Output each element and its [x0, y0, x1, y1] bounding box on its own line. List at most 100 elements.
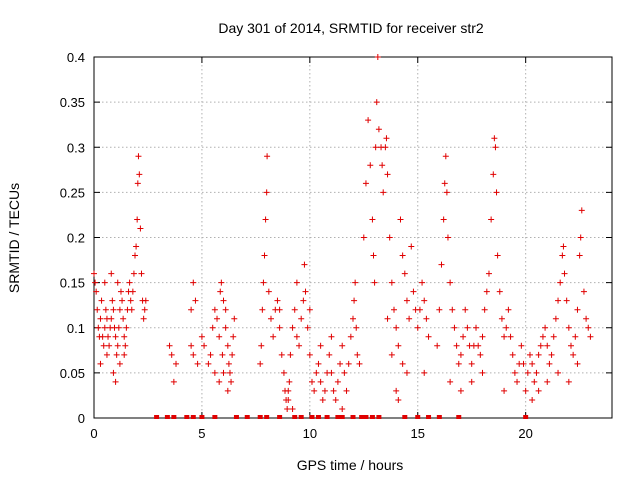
data-point — [94, 306, 101, 313]
data-point — [141, 306, 148, 313]
y-tick-label: 0.15 — [60, 276, 85, 291]
data-point — [369, 216, 376, 223]
data-point — [341, 369, 348, 376]
data-point — [127, 297, 134, 304]
data-point — [126, 279, 133, 286]
data-point — [511, 369, 518, 376]
data-point — [544, 378, 551, 385]
y-tick-label: 0.25 — [60, 185, 85, 200]
data-point — [317, 342, 324, 349]
data-point — [190, 351, 197, 358]
zero-value-point — [292, 415, 298, 419]
data-point — [315, 360, 322, 367]
data-point — [384, 171, 391, 178]
data-point — [561, 270, 568, 277]
data-point — [403, 297, 410, 304]
data-point — [301, 261, 308, 268]
zero-value-point — [277, 415, 283, 419]
data-point — [229, 351, 236, 358]
data-point — [576, 252, 583, 259]
data-point — [328, 369, 335, 376]
data-point — [289, 405, 296, 412]
data-point — [216, 378, 223, 385]
data-point — [211, 369, 218, 376]
data-point — [142, 297, 149, 304]
data-point — [414, 324, 421, 331]
data-point — [379, 162, 386, 169]
data-point — [311, 387, 318, 394]
data-point — [531, 378, 538, 385]
data-point — [101, 324, 108, 331]
data-point — [485, 270, 492, 277]
y-tick-label: 0 — [78, 411, 85, 426]
data-point — [102, 306, 109, 313]
data-point — [501, 333, 508, 340]
zero-value-point — [309, 415, 315, 419]
data-point — [479, 369, 486, 376]
data-point — [321, 387, 328, 394]
data-point — [278, 351, 285, 358]
data-point — [443, 189, 450, 196]
data-point — [560, 243, 567, 250]
data-point — [425, 333, 432, 340]
data-point — [395, 396, 402, 403]
zero-value-point — [523, 415, 529, 419]
x-tick-label: 15 — [411, 426, 425, 441]
data-point — [137, 225, 144, 232]
data-point — [328, 333, 335, 340]
data-point — [280, 369, 287, 376]
data-point — [423, 315, 430, 322]
data-point — [267, 315, 274, 322]
data-point — [263, 189, 270, 196]
data-point — [351, 297, 358, 304]
data-point — [550, 333, 557, 340]
data-point — [535, 387, 542, 394]
data-point — [505, 306, 512, 313]
data-point — [140, 315, 147, 322]
zero-value-point — [350, 415, 356, 419]
y-tick-label: 0.1 — [67, 321, 85, 336]
data-point — [421, 369, 428, 376]
data-point — [350, 315, 356, 322]
zero-value-point — [376, 415, 382, 419]
zero-value-point — [339, 415, 345, 419]
data-point — [217, 288, 224, 295]
data-point — [313, 369, 320, 376]
data-point — [120, 315, 127, 322]
data-point — [468, 378, 475, 385]
data-point — [304, 324, 311, 331]
data-point — [334, 378, 341, 385]
data-point — [216, 333, 223, 340]
data-point — [284, 405, 291, 412]
data-point — [170, 378, 177, 385]
data-point — [293, 279, 300, 286]
data-point — [529, 360, 536, 367]
data-point — [509, 351, 516, 358]
data-point — [92, 279, 99, 286]
data-point — [261, 252, 268, 259]
data-point — [260, 279, 267, 286]
data-point — [391, 306, 398, 313]
data-point — [123, 324, 130, 331]
data-point — [383, 135, 390, 142]
data-point — [133, 243, 140, 250]
zero-value-point — [426, 415, 432, 419]
data-point — [462, 306, 469, 313]
data-point — [130, 270, 137, 277]
data-point — [99, 333, 106, 340]
zero-value-point — [171, 415, 177, 419]
data-point — [317, 378, 324, 385]
x-tick-label: 10 — [303, 426, 317, 441]
data-point — [494, 252, 501, 259]
data-point — [546, 360, 553, 367]
y-tick-label: 0.05 — [60, 366, 85, 381]
data-point — [373, 99, 380, 106]
data-point — [319, 396, 326, 403]
data-point — [300, 297, 307, 304]
data-point — [374, 54, 381, 60]
data-point — [544, 342, 551, 349]
data-point — [332, 396, 339, 403]
y-tick-label: 0.4 — [67, 50, 85, 65]
data-point — [451, 324, 458, 331]
data-point — [116, 306, 123, 313]
